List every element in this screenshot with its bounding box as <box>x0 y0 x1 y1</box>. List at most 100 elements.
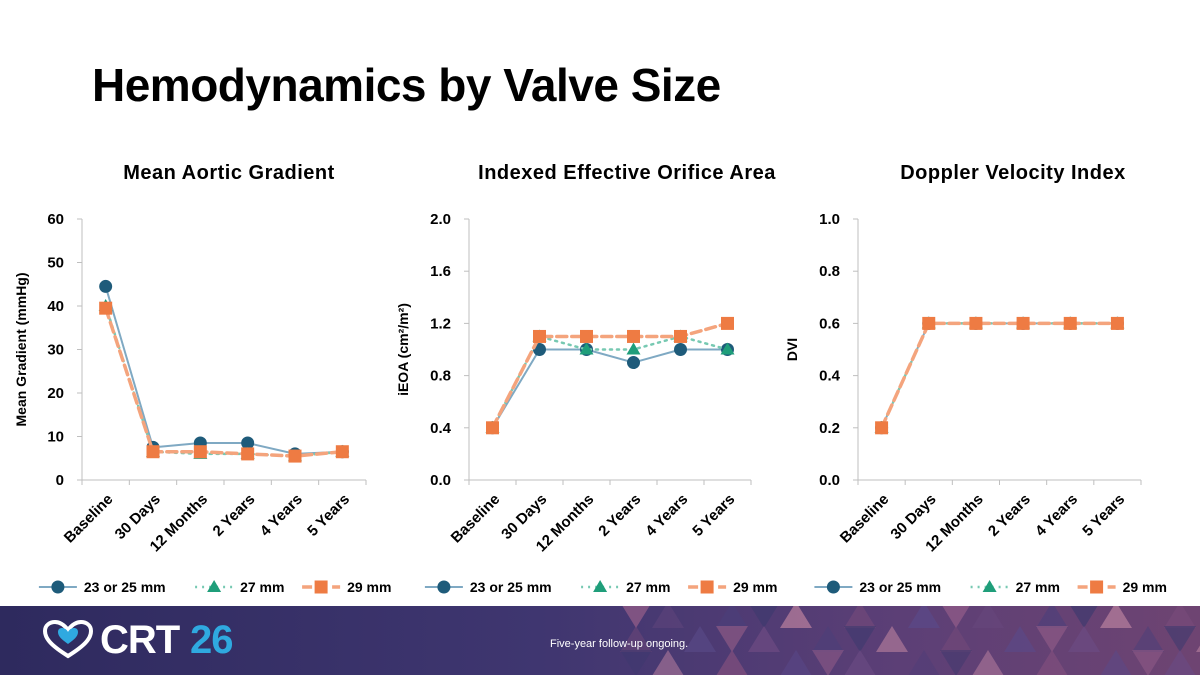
legend-item-2: 27 mm <box>195 579 284 595</box>
series-line <box>880 322 1119 429</box>
legend-marker <box>593 580 608 592</box>
pattern-triangle <box>622 606 650 628</box>
legend-label: 27 mm <box>626 579 670 595</box>
y-tick-label: 0.2 <box>819 420 840 437</box>
pattern-triangle <box>908 606 940 628</box>
pattern-triangle <box>876 626 908 652</box>
pattern-triangle <box>1100 650 1132 675</box>
pattern-triangle <box>908 650 940 675</box>
pattern-triangle <box>748 626 780 652</box>
pattern-triangle <box>1164 626 1196 652</box>
legend-marker <box>1090 580 1104 594</box>
data-point <box>969 316 983 330</box>
data-point <box>721 316 734 330</box>
chart-1: Mean Aortic Gradient Mean Gradient (mmHg)… <box>13 162 391 595</box>
footer-triangle-pattern <box>620 606 1200 675</box>
data-point <box>288 449 302 463</box>
legend-marker <box>314 580 328 594</box>
footer-banner: CRT 26 Five-year follow-up ongoing. <box>0 606 1200 675</box>
pattern-triangle <box>1132 650 1164 675</box>
data-point <box>241 447 255 461</box>
pattern-triangle <box>1196 645 1200 652</box>
pattern-triangle <box>652 650 684 675</box>
legend-marker <box>982 580 997 592</box>
legend-label: 23 or 25 mm <box>84 579 166 595</box>
pattern-triangle <box>750 606 778 628</box>
pattern-triangle <box>940 626 972 652</box>
x-tick-label: 2 Years <box>595 491 644 540</box>
pattern-triangle <box>1100 606 1132 628</box>
data-point <box>1016 316 1030 330</box>
pattern-triangle <box>716 650 748 675</box>
pattern-triangle <box>780 650 812 675</box>
series-line <box>104 285 344 455</box>
pattern-triangle <box>652 606 684 628</box>
legend-item-2: 27 mm <box>581 579 670 595</box>
legend-marker <box>437 580 451 594</box>
x-tick-label: 4 Years <box>642 491 691 540</box>
y-axis-label: DVI <box>784 338 800 361</box>
pattern-triangle <box>1004 626 1036 652</box>
legend-label: 29 mm <box>733 579 777 595</box>
series-line <box>104 304 344 458</box>
data-point <box>241 436 255 450</box>
legend: 23 or 25 mm 27 mm 29 mm <box>38 579 391 595</box>
pattern-triangle <box>942 606 970 628</box>
charts-area: Mean Aortic Gradient Mean Gradient (mmHg)… <box>13 162 1167 595</box>
pattern-triangle <box>1036 606 1068 628</box>
chart-2: Indexed Effective Orifice Area iEOA (cm²/… <box>395 162 777 595</box>
pattern-triangle <box>1068 626 1100 652</box>
pattern-triangle <box>684 626 716 652</box>
data-point <box>146 445 160 459</box>
pattern-triangle <box>844 606 876 628</box>
x-tick-label: 5 Years <box>689 491 738 540</box>
data-point <box>1063 316 1077 330</box>
data-point <box>335 445 349 459</box>
data-point <box>580 329 593 343</box>
legend-label: 23 or 25 mm <box>859 579 941 595</box>
brand-number: 26 <box>190 618 233 662</box>
y-tick-label: 30 <box>47 342 64 359</box>
x-tick-label: 4 Years <box>257 491 306 540</box>
legend-item-3: 29 mm <box>688 579 777 595</box>
chart-3: Doppler Velocity Index DVI 0.0 0.2 0.4 0.6 0.8… <box>784 162 1167 595</box>
series-1 <box>99 279 349 461</box>
x-tick-label: Baseline <box>837 491 893 547</box>
x-tick-label: Baseline <box>61 491 117 547</box>
y-axis-label: Mean Gradient (mmHg) <box>13 272 29 426</box>
pattern-triangle <box>812 650 844 675</box>
series-3 <box>486 316 734 435</box>
pattern-triangle <box>940 650 972 675</box>
legend-marker <box>826 580 840 594</box>
data-point <box>674 329 687 343</box>
pattern-triangle <box>972 606 1004 628</box>
y-tick-label: 1.6 <box>430 263 451 280</box>
y-tick-label: 0.4 <box>819 368 841 385</box>
legend-marker <box>700 580 714 594</box>
y-tick-label: 0.8 <box>430 368 451 385</box>
legend: 23 or 25 mm 27 mm 29 mm <box>814 579 1167 595</box>
y-tick-label: 0.0 <box>430 472 451 489</box>
y-tick-label: 40 <box>47 298 64 315</box>
pattern-triangle <box>1164 606 1196 628</box>
y-axis-label: iEOA (cm²/m²) <box>395 303 411 396</box>
x-tick-label: 2 Years <box>985 491 1034 540</box>
legend-item-3: 29 mm <box>302 579 391 595</box>
legend-item-1: 23 or 25 mm <box>38 579 166 595</box>
y-tick-label: 20 <box>47 385 64 402</box>
pattern-triangle <box>1164 650 1196 675</box>
pattern-triangle <box>780 606 812 628</box>
chart-title: Mean Aortic Gradient <box>123 162 335 184</box>
brand-text: CRT <box>100 618 180 662</box>
data-point <box>922 316 936 330</box>
legend: 23 or 25 mm 27 mm 29 mm <box>424 579 777 595</box>
pattern-triangle <box>1070 606 1098 628</box>
data-point <box>875 421 889 435</box>
legend-label: 27 mm <box>240 579 284 595</box>
data-point <box>193 445 207 459</box>
chart-title: Indexed Effective Orifice Area <box>478 162 776 184</box>
slide-title: Hemodynamics by Valve Size <box>92 59 721 111</box>
legend-item-2: 27 mm <box>970 579 1060 595</box>
x-tick-label: 5 Years <box>304 491 353 540</box>
legend-label: 27 mm <box>1016 579 1060 595</box>
